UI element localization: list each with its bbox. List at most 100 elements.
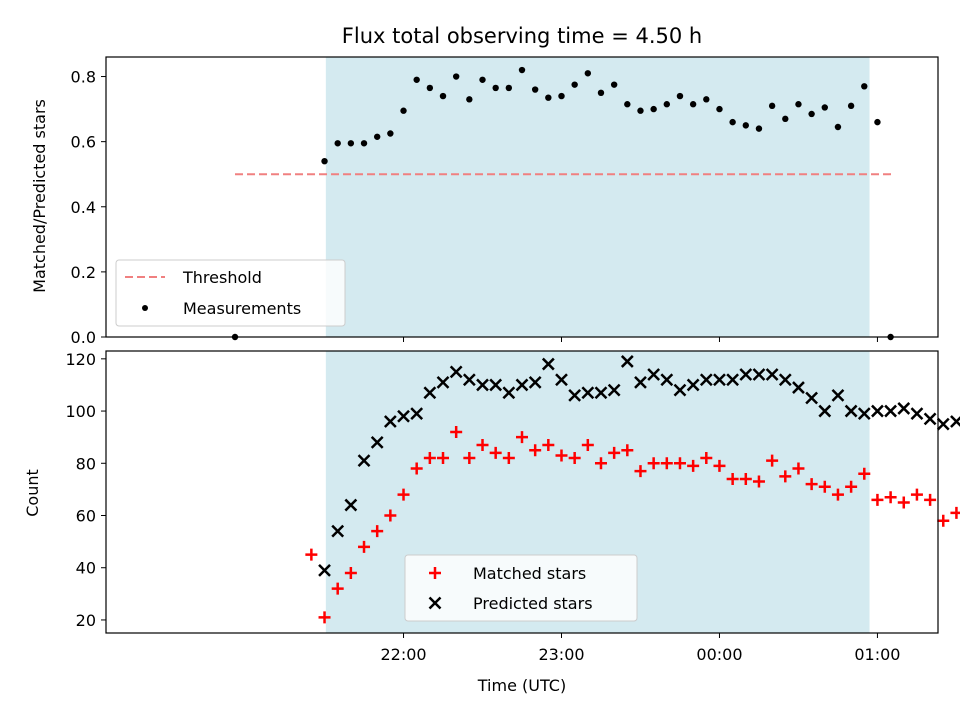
matched-star-point: [871, 493, 884, 506]
measurement-point: [571, 81, 578, 88]
measurement-point: [597, 89, 605, 97]
bottom-legend: Matched stars Predicted stars: [404, 554, 638, 622]
bottom-y-tick-label: 120: [65, 350, 96, 369]
matched-star-point: [331, 582, 344, 595]
predicted-star-point: [950, 415, 960, 428]
predicted-star-point: [370, 436, 384, 449]
predicted-star-point: [476, 378, 489, 392]
predicted-star-point: [620, 355, 634, 368]
measurement-point: [782, 115, 789, 123]
top-axes-frame: [105, 56, 939, 338]
predicted-star-point: [923, 412, 937, 426]
predicted-star-point: [423, 386, 437, 400]
predicted-star-point: [515, 378, 529, 392]
measurement-point: [729, 118, 736, 126]
measurement-point: [545, 94, 552, 101]
legend-matched-swatch: [429, 567, 441, 579]
matched-star-point: [621, 444, 634, 457]
predicted-star-point: [660, 373, 674, 387]
measurement-point: [387, 130, 394, 137]
measurement-point: [650, 105, 657, 113]
matched-star-point: [897, 496, 910, 509]
top-legend-box: [115, 259, 346, 327]
matched-star-point: [463, 452, 476, 465]
measurement-point: [505, 84, 513, 92]
predicted-star-point: [410, 407, 424, 421]
measurement-point: [808, 110, 815, 118]
matched-star-point: [423, 452, 436, 465]
top-y-tick-label: 0.6: [71, 133, 96, 152]
matched-star-point: [831, 488, 844, 501]
measurement-point: [518, 66, 526, 74]
x-tick-label: 00:00: [696, 645, 742, 664]
predicted-star-point: [713, 373, 726, 387]
top-y-tick-label: 0.0: [71, 328, 96, 347]
matched-star-point: [673, 457, 686, 470]
predicted-star-point: [357, 454, 371, 468]
matched-star-point: [752, 475, 765, 488]
measurement-point: [689, 101, 697, 108]
bottom-legend-box: [404, 554, 638, 622]
predicted-star-point: [462, 373, 476, 387]
matched-star-point: [581, 439, 594, 451]
matched-star-point: [476, 439, 489, 451]
matched-star-point: [594, 457, 607, 470]
measurement-point: [703, 96, 710, 103]
measurement-point: [637, 107, 644, 114]
predicted-star-point: [318, 563, 331, 577]
matched-star-point: [884, 491, 897, 504]
predicted-star-point: [607, 383, 621, 397]
predicted-star-point: [555, 373, 568, 387]
matched-star-point: [805, 478, 818, 491]
predicted-star-point: [673, 383, 687, 397]
legend-matched-label: Matched stars: [473, 564, 586, 583]
matched-star-point: [779, 470, 792, 483]
top-y-tick-label: 0.8: [71, 68, 96, 87]
measurement-point: [847, 102, 855, 110]
measurement-point: [584, 70, 592, 77]
measurement-point: [373, 133, 381, 140]
legend-measurements-label: Measurements: [183, 299, 301, 318]
measurement-point: [861, 83, 868, 90]
predicted-star-point: [331, 524, 345, 538]
measurement-point: [492, 84, 499, 92]
measurement-point: [795, 101, 802, 108]
matched-star-point: [818, 480, 831, 493]
predicted-star-point: [581, 386, 595, 400]
matched-star-point: [792, 462, 805, 475]
top-plot-area: 0.0 0.2 0.4 0.6 0.8 Threshold Measurements: [71, 56, 939, 347]
predicted-star-point: [739, 368, 753, 381]
measurement-point: [360, 140, 368, 147]
x-tick-label: 22:00: [380, 645, 426, 664]
x-axis-label: Time (UTC): [477, 676, 566, 695]
chart-title: Flux total observing time = 4.50 h: [342, 24, 702, 48]
matched-star-point: [647, 457, 660, 470]
predicted-star-point: [502, 386, 516, 400]
top-y-axis-label: Matched/Predicted stars: [30, 99, 49, 293]
predicted-star-point: [936, 417, 950, 431]
x-tick-label: 01:00: [854, 645, 900, 664]
matched-star-point: [397, 488, 410, 501]
predicted-star-point: [634, 375, 647, 389]
predicted-star-point: [871, 404, 884, 418]
matched-star-point: [437, 452, 450, 465]
bottom-axes-frame: [105, 350, 939, 634]
measurement-point: [742, 122, 749, 129]
matched-star-point: [516, 431, 528, 444]
predicted-star-point: [844, 404, 858, 418]
measurement-point: [347, 140, 355, 147]
matched-star-point: [687, 459, 700, 472]
predicted-star-point: [489, 378, 503, 392]
bottom-y-tick-label: 80: [76, 454, 96, 473]
measurement-point: [531, 86, 539, 93]
legend-threshold-label: Threshold: [182, 268, 262, 287]
matched-star-point: [502, 452, 515, 465]
measurement-point: [466, 96, 473, 103]
x-tick-label: 23:00: [538, 645, 584, 664]
predicted-star-point: [884, 404, 897, 418]
measurement-point: [834, 123, 842, 131]
predicted-star-point: [726, 373, 740, 387]
measurement-point: [479, 76, 486, 83]
top-y-tick-label: 0.2: [71, 263, 96, 282]
